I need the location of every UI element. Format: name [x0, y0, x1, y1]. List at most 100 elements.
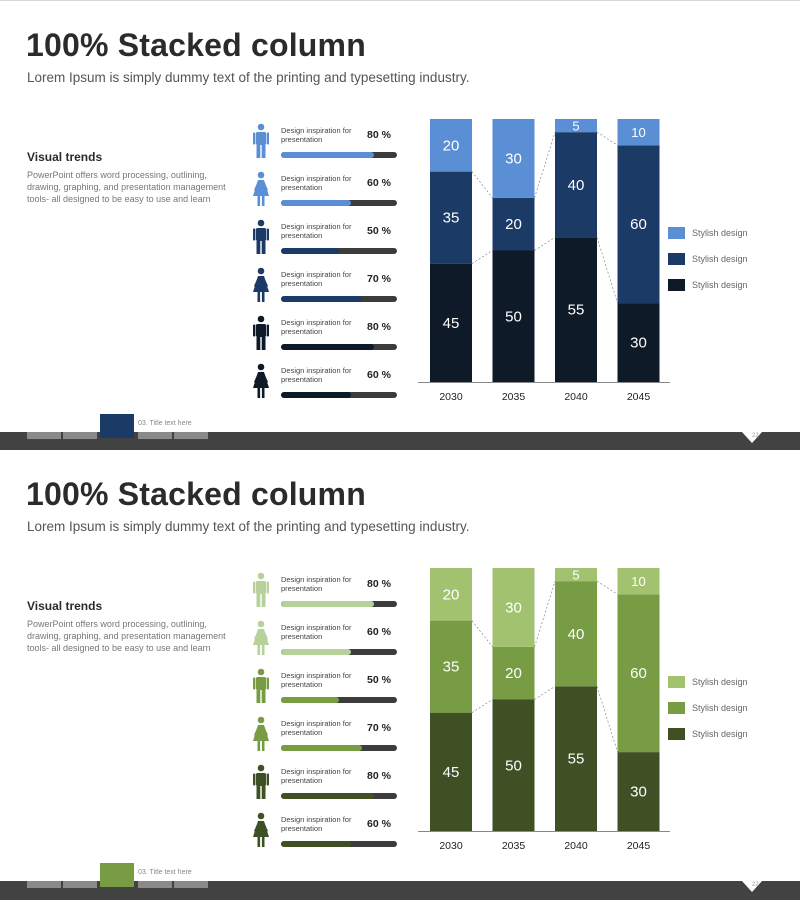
footer-active-tab[interactable]	[100, 414, 134, 438]
progress-item: Design inspiration for presentation 50 %	[248, 219, 408, 259]
legend-label: Stylish design	[692, 228, 748, 238]
series-connector-line	[471, 699, 493, 713]
bar-value-label: 30	[630, 784, 647, 801]
page-notch	[742, 881, 762, 892]
footer-title: 03. Title text here	[138, 869, 192, 876]
footer-tab[interactable]	[27, 881, 61, 888]
page-number: 22	[752, 433, 759, 439]
footer-tab[interactable]	[63, 881, 97, 888]
progress-fill	[281, 745, 363, 751]
legend-swatch	[668, 676, 685, 688]
slide-title: 100% Stacked column	[26, 27, 366, 63]
man-icon	[250, 668, 272, 704]
woman-icon	[250, 267, 272, 303]
footer-title: 03. Title text here	[138, 420, 192, 427]
visual-trends-heading: Visual trends	[27, 150, 103, 164]
bar-value-label: 10	[631, 574, 645, 589]
progress-fill	[281, 841, 351, 847]
bar-value-label: 5	[572, 568, 579, 583]
series-connector-line	[596, 237, 618, 304]
x-tick-label: 2035	[502, 840, 526, 852]
progress-fill	[281, 248, 339, 254]
bar-segment	[555, 237, 597, 382]
bar-segment	[430, 119, 472, 172]
bar-value-label: 40	[568, 177, 585, 194]
progress-fill	[281, 649, 351, 655]
progress-percent: 50 %	[367, 674, 391, 686]
x-tick-label: 2030	[439, 840, 463, 852]
series-connector-line	[471, 250, 493, 264]
bar-value-label: 50	[505, 757, 522, 774]
visual-trends-text: PowerPoint offers word processing, outli…	[27, 170, 226, 204]
x-tick-label: 2030	[439, 391, 463, 403]
progress-label: Design inspiration for presentation	[281, 270, 352, 288]
x-tick-label: 2040	[564, 391, 588, 403]
bar-value-label: 45	[443, 764, 460, 781]
bar-value-label: 5	[572, 119, 579, 134]
footer-tab[interactable]	[174, 881, 208, 888]
progress-percent: 80 %	[367, 770, 391, 782]
footer-bar	[0, 881, 800, 900]
legend-label: Stylish design	[692, 677, 748, 687]
bar-segment	[555, 119, 597, 133]
progress-track	[281, 841, 397, 847]
progress-percent: 60 %	[367, 626, 391, 638]
footer-tab[interactable]	[27, 432, 61, 439]
legend-swatch	[668, 253, 685, 265]
bar-value-label: 30	[505, 150, 522, 167]
woman-icon	[250, 363, 272, 399]
man-icon	[250, 123, 272, 159]
legend-label: Stylish design	[692, 703, 748, 713]
legend-swatch	[668, 279, 685, 291]
series-connector-line	[471, 171, 493, 199]
series-connector-line	[534, 132, 556, 198]
progress-label: Design inspiration for presentation	[281, 575, 352, 593]
progress-item: Design inspiration for presentation 60 %	[248, 812, 408, 852]
progress-track	[281, 601, 397, 607]
progress-item: Design inspiration for presentation 80 %	[248, 315, 408, 355]
progress-percent: 60 %	[367, 369, 391, 381]
progress-track	[281, 649, 397, 655]
bar-segment	[430, 568, 472, 621]
footer-tab[interactable]	[63, 432, 97, 439]
bar-segment	[492, 568, 535, 647]
bar-value-label: 30	[630, 335, 647, 352]
progress-track	[281, 200, 397, 206]
bar-segment	[430, 620, 472, 713]
page-number: 22	[752, 882, 759, 888]
footer-tab[interactable]	[138, 432, 172, 439]
bar-segment	[555, 581, 597, 687]
progress-label: Design inspiration for presentation	[281, 318, 352, 336]
series-connector-line	[534, 581, 556, 647]
progress-item: Design inspiration for presentation 50 %	[248, 668, 408, 708]
bar-segment	[492, 699, 535, 831]
footer-tab[interactable]	[174, 432, 208, 439]
bar-value-label: 45	[443, 315, 460, 332]
progress-percent: 80 %	[367, 578, 391, 590]
series-connector-line	[534, 237, 556, 251]
progress-fill	[281, 793, 374, 799]
progress-fill	[281, 392, 351, 398]
bar-segment	[430, 171, 472, 264]
x-tick-label: 2045	[627, 840, 651, 852]
progress-track	[281, 296, 397, 302]
progress-track	[281, 697, 397, 703]
footer-active-tab[interactable]	[100, 863, 134, 887]
bar-value-label: 20	[443, 137, 460, 154]
bar-value-label: 60	[630, 216, 647, 233]
progress-label: Design inspiration for presentation	[281, 366, 352, 384]
legend-label: Stylish design	[692, 254, 748, 264]
bar-segment	[492, 646, 535, 700]
series-connector-line	[596, 580, 618, 595]
man-icon	[250, 572, 272, 608]
footer-tab[interactable]	[138, 881, 172, 888]
x-tick-label: 2040	[564, 840, 588, 852]
progress-fill	[281, 200, 351, 206]
bar-segment	[617, 145, 660, 304]
progress-label: Design inspiration for presentation	[281, 671, 352, 689]
progress-fill	[281, 697, 339, 703]
legend-swatch	[668, 702, 685, 714]
woman-icon	[250, 620, 272, 656]
progress-label: Design inspiration for presentation	[281, 126, 352, 144]
